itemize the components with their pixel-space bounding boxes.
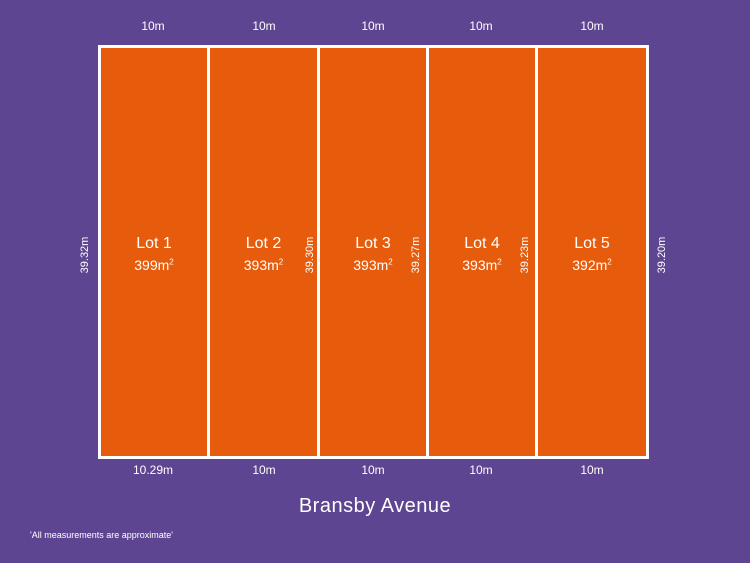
- lot-4-area: 393m2: [462, 257, 502, 273]
- lot-3-area: 393m2: [353, 257, 393, 273]
- side-depth-left: 39.32m: [79, 236, 91, 274]
- top-dim-lot-5: 10m: [580, 19, 604, 33]
- side-depth-lot-4-5: 39.23m: [519, 236, 531, 274]
- lot-5-name: Lot 5: [574, 235, 610, 252]
- top-dim-lot-4: 10m: [469, 19, 493, 33]
- bottom-dim-lot-2: 10m: [252, 463, 276, 477]
- side-depth-right: 39.20m: [656, 236, 668, 274]
- lot-1-area: 399m2: [134, 257, 174, 273]
- bottom-dim-lot-1: 10.29m: [132, 463, 174, 477]
- bottom-dim-lot-5: 10m: [580, 463, 604, 477]
- lot-2[interactable]: Lot 2 393m2: [210, 48, 317, 456]
- lot-5[interactable]: Lot 5 392m2: [538, 48, 646, 456]
- top-dim-lot-1: 10m: [141, 19, 165, 33]
- street-name: Bransby Avenue: [298, 495, 452, 517]
- bottom-frontage-dimensions: 10.29m 10m 10m 10m 10m: [98, 463, 649, 483]
- lot-2-name: Lot 2: [245, 235, 282, 252]
- bottom-dim-lot-3: 10m: [361, 463, 385, 477]
- lot-4-name: Lot 4: [464, 235, 500, 252]
- lot-3-name: Lot 3: [355, 235, 391, 252]
- top-dim-lot-3: 10m: [361, 19, 385, 33]
- top-dim-lot-2: 10m: [252, 19, 276, 33]
- subdivision-plan: Lot 1 399m2 Lot 2 393m2 Lot 3 393m2 Lot …: [98, 45, 649, 459]
- lot-1[interactable]: Lot 1 399m2: [101, 48, 207, 456]
- lot-5-area: 392m2: [572, 257, 612, 273]
- lot-4[interactable]: Lot 4 393m2: [429, 48, 535, 456]
- side-depth-lot-2-3: 39.30m: [304, 236, 316, 274]
- lot-3[interactable]: Lot 3 393m2: [320, 48, 426, 456]
- top-frontage-dimensions: 10m 10m 10m 10m 10m: [98, 19, 649, 39]
- bottom-dim-lot-4: 10m: [469, 463, 493, 477]
- lot-1-name: Lot 1: [136, 235, 172, 252]
- lot-2-area: 393m2: [243, 257, 284, 273]
- disclaimer: 'All measurements are approximate': [30, 530, 173, 540]
- side-depth-lot-3-4: 39.27m: [410, 236, 422, 274]
